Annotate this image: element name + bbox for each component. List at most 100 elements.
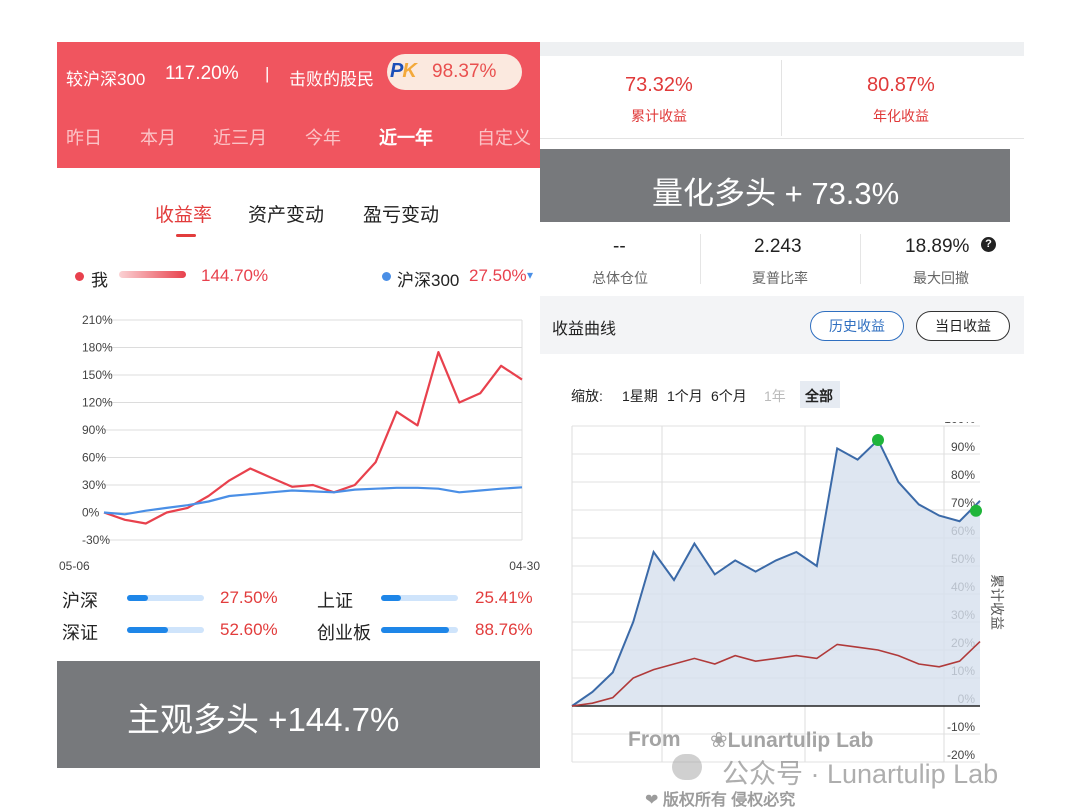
- curve-title: 收益曲线: [552, 321, 617, 338]
- metric-drawdown-value: 18.89%: [905, 236, 970, 257]
- kpi-cumulative-label: 累计收益: [631, 108, 687, 124]
- strategy-area: [572, 440, 980, 706]
- metric-sharpe-label: 夏普比率: [752, 270, 808, 286]
- metric-position-value: --: [613, 236, 626, 257]
- y-tick-label: -20%: [947, 748, 975, 762]
- y-tick-label: -10%: [947, 720, 975, 734]
- legend-me-label: 我: [91, 271, 108, 290]
- zoom-label: 缩放:: [571, 388, 603, 404]
- zoom-6-months[interactable]: 6个月: [711, 388, 747, 404]
- daily-returns-button[interactable]: 当日收益: [916, 311, 1010, 341]
- kpi-divider: [781, 60, 782, 136]
- series-line-strategy: [571, 438, 981, 707]
- stat-bar-sz: [127, 627, 204, 633]
- stat-fill-hs: [127, 595, 149, 601]
- metric-divider-1: [700, 234, 701, 284]
- y-tick-label: 210%: [82, 313, 113, 327]
- y-tick-label: 30%: [82, 478, 106, 492]
- range-tab-this-month[interactable]: 本月: [140, 128, 176, 148]
- stat-label-sz: 深证: [62, 623, 98, 643]
- x-tick-label-start: 05-06: [59, 559, 90, 573]
- vs-csi300-label: 较沪深300: [66, 70, 146, 89]
- quant-banner-text: 量化多头 + 73.3%: [652, 176, 900, 211]
- y-tick-label: 0%: [82, 506, 100, 520]
- legend-csi300-label: 沪深300: [397, 271, 460, 290]
- vs-csi300-value: 117.20%: [165, 63, 239, 84]
- pk-icon: PK: [390, 60, 417, 82]
- beat-investors-label: 击败的股民: [289, 70, 374, 89]
- range-tab-1-year[interactable]: 近一年: [379, 128, 433, 148]
- legend-me-value: 144.70%: [201, 266, 269, 285]
- range-tab-custom[interactable]: 自定义: [477, 128, 531, 148]
- metric-drawdown-label: 最大回撤: [913, 270, 969, 286]
- y-tick-label: 120%: [82, 396, 113, 410]
- metric-sharpe-value: 2.243: [754, 236, 802, 257]
- y-tick-label: 180%: [82, 341, 113, 355]
- range-tab-this-year[interactable]: 今年: [305, 128, 341, 148]
- legend-dot-csi300: [382, 272, 391, 281]
- range-tab-yesterday[interactable]: 昨日: [66, 128, 102, 148]
- legend-dot-me: [75, 272, 84, 281]
- legend-me-bar: [119, 271, 186, 278]
- y-tick-label: 80%: [951, 468, 975, 482]
- series-line-csi300: [103, 486, 523, 516]
- watermark-account: 公众号 · Lunartulip Lab: [722, 759, 999, 789]
- subjective-portfolio-panel: 较沪深300 117.20% | 击败的股民 PK 98.37% 昨日 本月 近…: [57, 42, 540, 768]
- end-marker: [970, 504, 982, 517]
- y-tick-label: 100%: [944, 422, 975, 426]
- legend-csi300-value: 27.50%: [469, 266, 527, 285]
- quant-banner: [540, 149, 1010, 222]
- tab-pnl-change[interactable]: 盈亏变动: [363, 205, 440, 226]
- watermark-from: From: [628, 728, 681, 751]
- return-rate-chart: 210% 180% 150% 120% 90% 60% 30% 0% -30% 05-06 04-3…: [59, 313, 540, 573]
- zoom-all[interactable]: 全部: [805, 388, 833, 404]
- stat-value-sz: 52.60%: [220, 620, 278, 639]
- stat-value-sh: 25.41%: [475, 588, 533, 607]
- stat-fill-cyb: [381, 627, 450, 633]
- zoom-all-highlight: [800, 381, 840, 408]
- stat-value-cyb: 88.76%: [475, 620, 533, 639]
- stat-label-cyb: 创业板: [317, 623, 371, 643]
- kpi-cumulative-value: 73.32%: [625, 74, 693, 96]
- stat-value-hs: 27.50%: [220, 588, 278, 607]
- y-tick-label: 90%: [82, 423, 106, 437]
- stat-bar-sh: [381, 595, 458, 601]
- y-tick-label: 60%: [82, 451, 106, 465]
- quant-portfolio-panel: 73.32% 累计收益 80.87% 年化收益 量化多头 + 73.3% -- …: [540, 42, 1024, 768]
- stat-label-hs: 沪深: [62, 591, 98, 611]
- beat-investors-value: 98.37%: [432, 61, 497, 82]
- zoom-1-week[interactable]: 1星期: [622, 388, 658, 404]
- watermark-brand: ❀Lunartulip Lab: [710, 729, 874, 752]
- stat-fill-sh: [381, 595, 401, 601]
- metric-position-label: 总体仓位: [592, 270, 648, 286]
- metric-divider-2: [860, 234, 861, 284]
- stat-fill-sz: [127, 627, 168, 633]
- zoom-1-month[interactable]: 1个月: [667, 388, 703, 404]
- range-tab-3-months[interactable]: 近三月: [213, 128, 267, 148]
- zoom-1-year[interactable]: 1年: [764, 388, 786, 404]
- stat-bar-hs: [127, 595, 204, 601]
- subjective-banner-text: 主观多头 +144.7%: [127, 701, 400, 738]
- y-tick-label: -30%: [82, 533, 110, 547]
- y-tick-label: 150%: [82, 368, 113, 382]
- stat-label-sh: 上证: [317, 591, 353, 611]
- pk-pill[interactable]: [387, 54, 522, 90]
- header-separator: |: [265, 64, 270, 83]
- stat-bar-cyb: [381, 627, 458, 633]
- history-returns-button[interactable]: 历史收益: [810, 311, 904, 341]
- return-curve-chart: 100%90%80%70%60%50%40%30%20%10%0%-10%-20…: [571, 422, 1005, 763]
- active-tab-underline: [176, 234, 196, 237]
- subjective-banner: [57, 661, 540, 768]
- y-tick-label: 90%: [951, 440, 975, 454]
- help-icon[interactable]: ?: [981, 237, 996, 252]
- wechat-icon: [672, 754, 702, 780]
- kpi-annualized-value: 80.87%: [867, 74, 935, 96]
- x-tick-label-end: 04-30: [509, 559, 540, 573]
- chevron-down-icon[interactable]: ▾: [527, 268, 534, 282]
- watermark-copyright: ❤ 版权所有 侵权必究: [645, 792, 796, 809]
- tab-return-rate[interactable]: 收益率: [155, 205, 213, 226]
- y-tick-label: 70%: [951, 496, 975, 510]
- tab-asset-change[interactable]: 资产变动: [248, 205, 325, 226]
- top-band: [540, 42, 1024, 56]
